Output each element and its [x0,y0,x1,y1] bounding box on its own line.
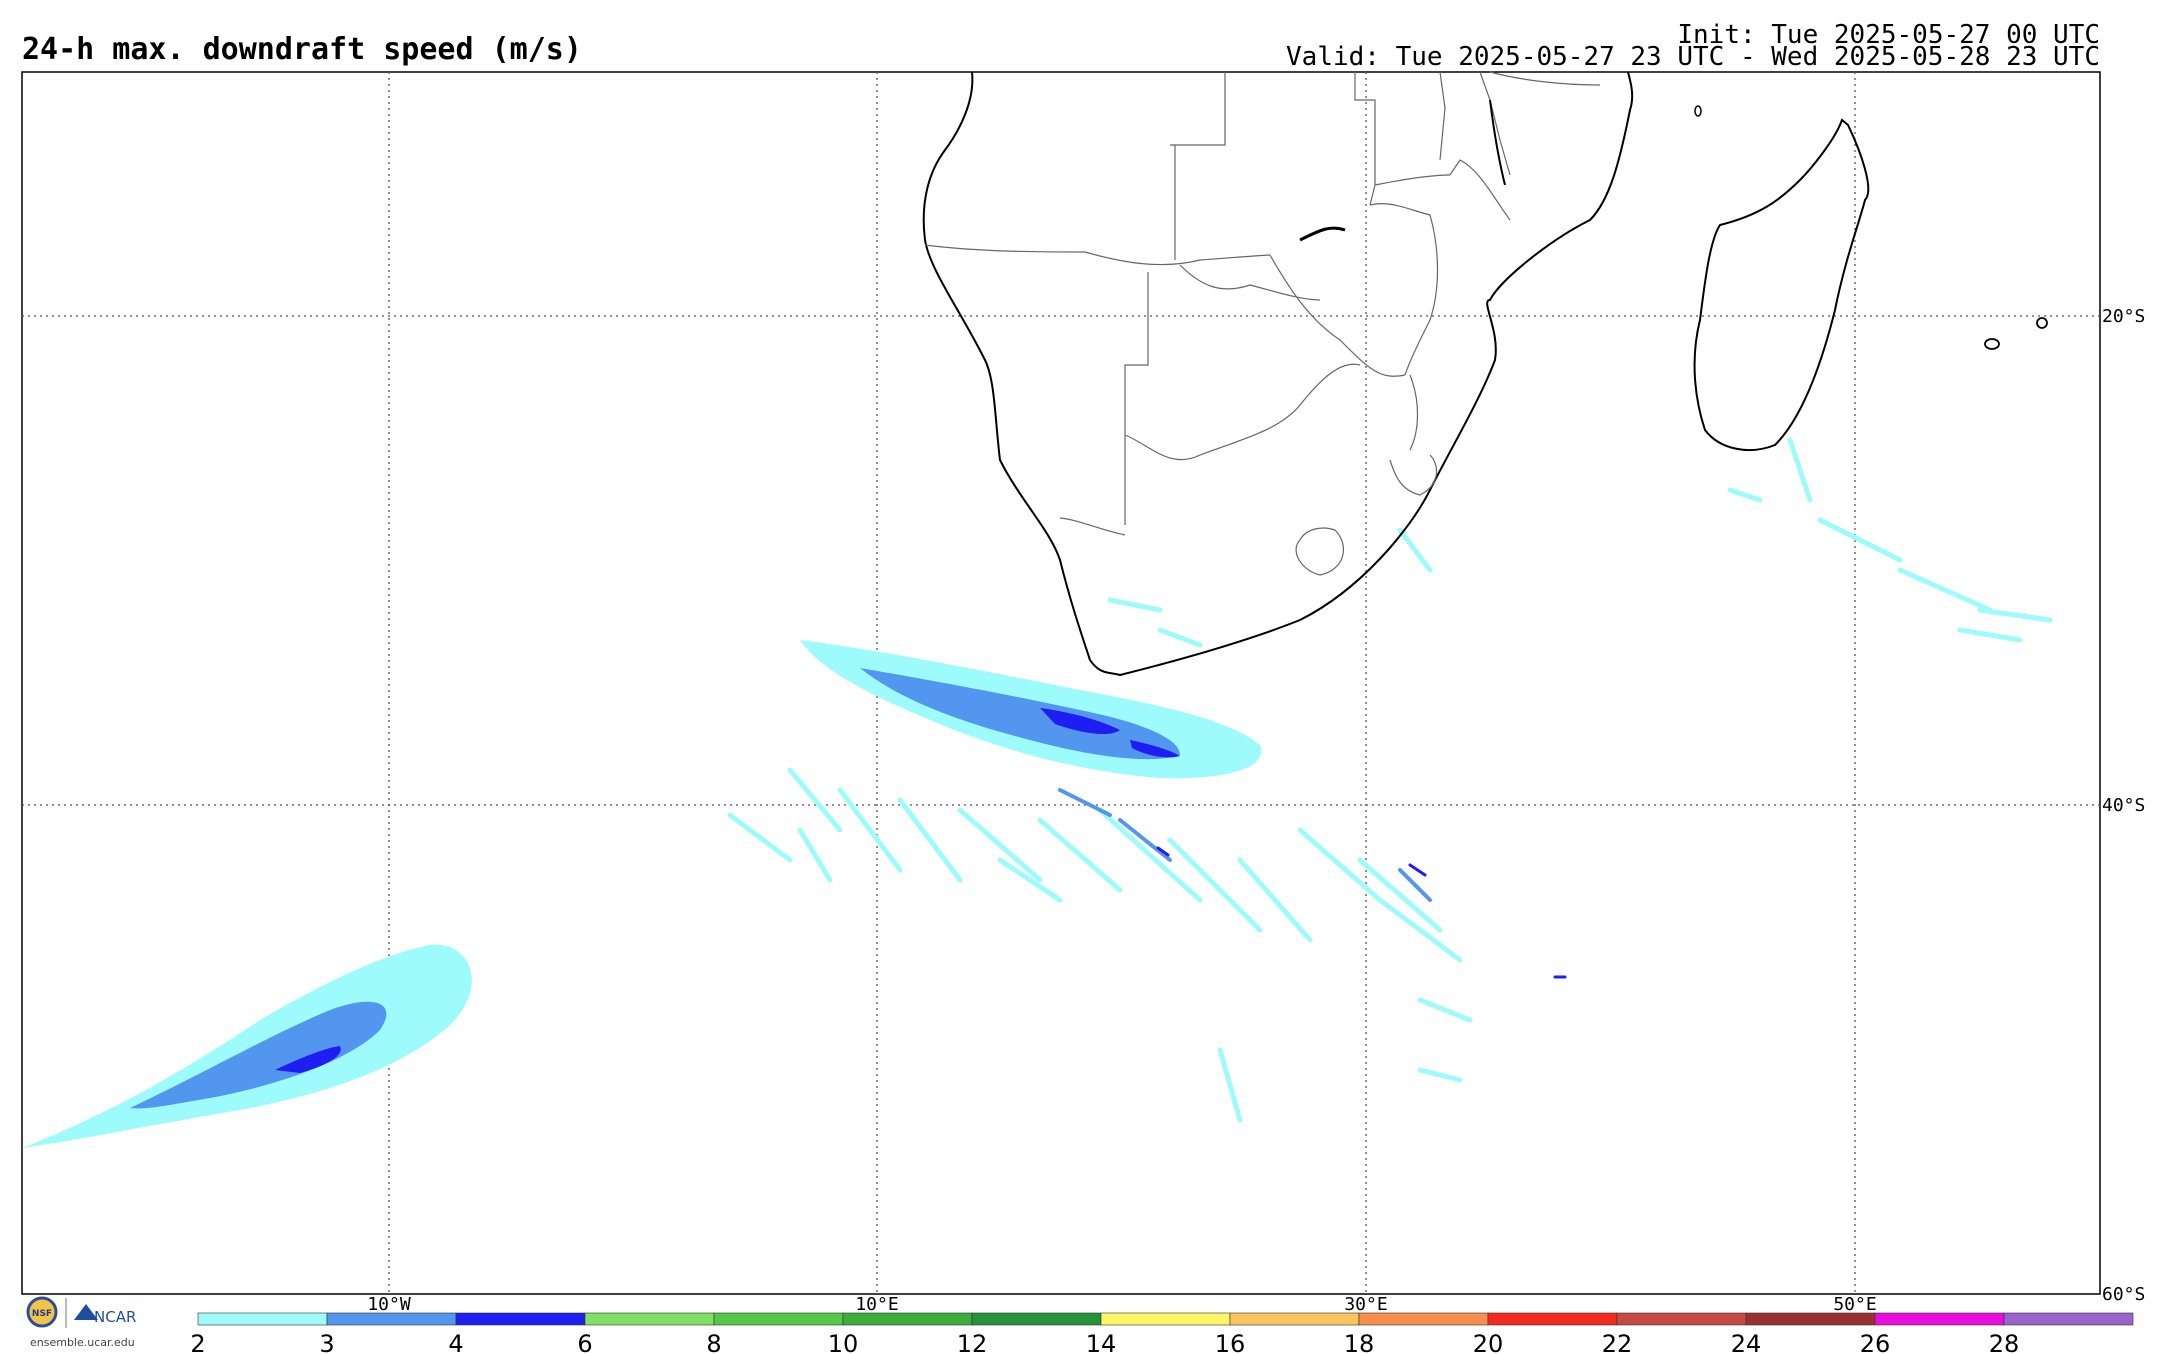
island-reunion [2036,317,2048,329]
ncar-logo-text: NCAR [94,1308,136,1326]
downdraft-swath-cape [727,640,1567,1123]
lat-label-60s: 60°S [2102,1284,2145,1305]
lon-label-10e: 10°E [855,1294,898,1315]
island-comoros [1694,105,1702,117]
downdraft-swath-southwest [22,944,472,1148]
valid-time: Valid: Tue 2025-05-27 23 UTC - Wed 2025-… [1286,42,2100,72]
country-borders [924,71,1601,576]
madagascar-coastline [1693,118,1870,451]
gridlines [22,72,2100,1294]
map-title: 24-h max. downdraft speed (m/s) [22,32,582,67]
lake-kariba [1299,226,1346,242]
island-mauritius [1984,338,2000,350]
longitude-labels: 10°W 10°E 30°E 50°E [367,1294,1876,1315]
lat-label-40s: 40°S [2102,795,2145,816]
africa-coastline [922,71,1634,677]
lon-label-50e: 50°E [1833,1294,1876,1315]
init-time: Init: Tue 2025-05-27 00 UTC [1677,20,2100,50]
latitude-labels: 20°S 40°S 60°S [2102,306,2145,1305]
nsf-seal-icon [26,1296,58,1328]
ncar-logo-icon [74,1304,98,1320]
footer-logos: NSF NCAR [26,1296,136,1328]
lon-label-10w: 10°W [367,1294,411,1315]
site-url: ensemble.ucar.edu [30,1336,135,1349]
lake-malawi [1489,99,1506,186]
downdraft-swath-indian-ocean [1107,437,2053,648]
lon-label-30e: 30°E [1344,1294,1387,1315]
nsf-seal-text: NSF [32,1309,52,1319]
map-frame [21,71,2101,1295]
lat-label-20s: 20°S [2102,306,2145,327]
